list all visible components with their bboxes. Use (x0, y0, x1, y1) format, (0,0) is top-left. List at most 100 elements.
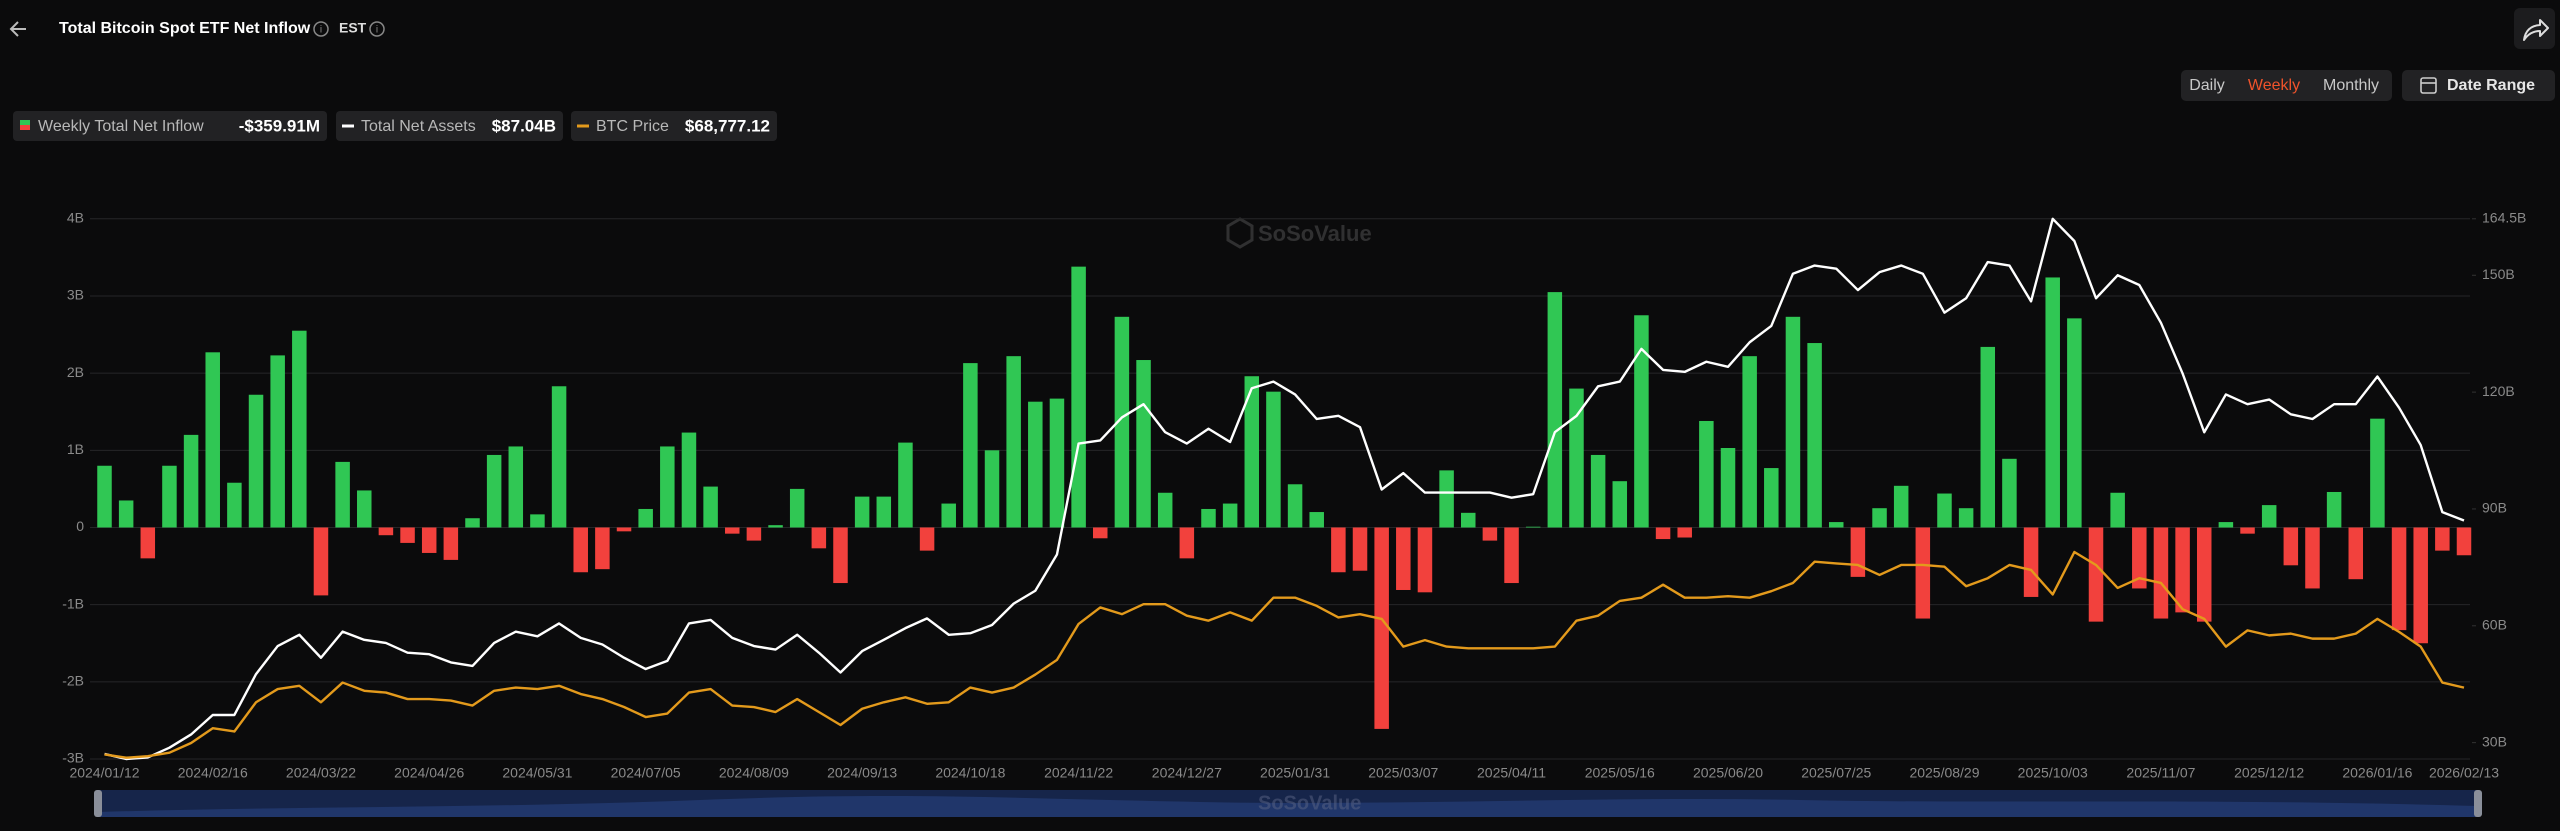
bar (2067, 318, 2082, 528)
period-button[interactable]: Weekly (2248, 77, 2300, 94)
legend-item[interactable]: BTC Price $68,777.12 (571, 111, 777, 141)
bar (1807, 343, 1822, 528)
legend-box (571, 111, 777, 141)
bar (725, 527, 740, 534)
bar (2002, 458, 2017, 528)
watermark: SoSoValue (1226, 217, 1372, 249)
bar (1006, 356, 1021, 528)
bar (357, 490, 372, 528)
bar (1872, 508, 1887, 528)
date-range-button[interactable]: Date Range (2402, 70, 2555, 101)
page-title: Total Bitcoin Spot ETF Net Inflow (59, 20, 311, 37)
bar (421, 527, 437, 553)
x-tick-label: 2025/12/12 (2234, 765, 2304, 781)
bar (1157, 492, 1173, 528)
legend-value: -$359.91M (239, 116, 320, 135)
bar (1677, 527, 1692, 538)
y-tick-label: 2B (67, 364, 84, 380)
bar (2196, 527, 2212, 622)
bar (486, 454, 502, 528)
bar (1049, 398, 1065, 528)
info-icon[interactable]: i (313, 21, 329, 37)
bar (2348, 527, 2364, 580)
x-tick-label: 2024/03/22 (286, 765, 356, 781)
bar (465, 518, 480, 528)
period-button[interactable]: Monthly (2323, 77, 2379, 94)
bar (1396, 527, 1411, 590)
bar (248, 394, 264, 528)
bar (2023, 527, 2039, 597)
bar (2305, 527, 2320, 589)
bar (1828, 522, 1844, 528)
x-tick-label: 2024/09/13 (827, 765, 897, 781)
date-range-label[interactable]: Date Range (2447, 77, 2535, 94)
bar (1287, 484, 1303, 528)
bar (2413, 527, 2428, 644)
y2-tick-label: 164.5B (2482, 210, 2526, 226)
legend-item[interactable]: Total Net Assets $87.04B (336, 111, 563, 141)
bar (97, 465, 112, 528)
bar (616, 527, 632, 532)
x-tick-label: 2026/02/13 (2429, 765, 2499, 781)
bar (335, 461, 350, 528)
bar (1850, 527, 1866, 577)
bar (638, 508, 653, 528)
bar (1504, 527, 1519, 584)
period-button[interactable]: Daily (2189, 77, 2225, 94)
bar (898, 442, 913, 528)
bar (1439, 470, 1454, 528)
y-tick-label: 3B (67, 287, 84, 303)
bar (1352, 527, 1368, 571)
range-navigator[interactable]: SoSoValue (94, 790, 2482, 817)
bar (2153, 527, 2169, 619)
x-tick-label: 2025/05/16 (1585, 765, 1655, 781)
bar (205, 352, 220, 528)
info-icon[interactable]: i (369, 21, 385, 37)
bar (984, 450, 1000, 528)
bar (595, 527, 610, 570)
timezone[interactable]: EST (339, 20, 367, 36)
y-tick-label: -1B (62, 595, 84, 611)
bar (2391, 527, 2407, 631)
bar (292, 330, 307, 528)
bar (140, 527, 156, 559)
bar (1374, 527, 1389, 729)
back-button[interactable] (9, 21, 26, 37)
legend-box (336, 111, 563, 141)
bar (1309, 512, 1324, 528)
svg-text:i: i (320, 25, 322, 36)
bar (508, 446, 524, 528)
y-tick-label: -2B (62, 673, 84, 689)
bar (660, 446, 675, 528)
period-switch (2181, 70, 2392, 101)
bar (1417, 527, 1433, 593)
x-tick-label: 2024/05/31 (502, 765, 572, 781)
legend-item[interactable]: Weekly Total Net Inflow -$359.91M (13, 111, 327, 141)
bar (1915, 527, 1931, 619)
bar (1937, 493, 1952, 528)
bar (378, 527, 394, 536)
bar (162, 465, 177, 528)
x-tick-label: 2024/11/22 (1044, 765, 1113, 781)
share-button[interactable] (2514, 8, 2555, 49)
x-tick-label: 2024/04/26 (394, 765, 464, 781)
x-tick-label: 2025/06/20 (1693, 765, 1763, 781)
legend-swatch (20, 125, 30, 130)
x-tick-label: 2025/01/31 (1260, 765, 1330, 781)
bar (1980, 346, 1996, 528)
legend-label: Total Net Assets (361, 118, 476, 135)
line (104, 217, 2465, 761)
bar (2132, 527, 2147, 589)
y-tick-label: 1B (67, 441, 84, 457)
bar (703, 486, 718, 528)
bar (1742, 356, 1757, 528)
bar (1634, 315, 1649, 528)
x-tick-label: 2024/12/27 (1152, 765, 1222, 781)
bar (1093, 527, 1108, 539)
bar (963, 363, 978, 528)
bar (2110, 492, 2125, 528)
x-tick-label: 2024/02/16 (178, 765, 248, 781)
bar (681, 432, 697, 528)
bar (1764, 468, 1779, 528)
